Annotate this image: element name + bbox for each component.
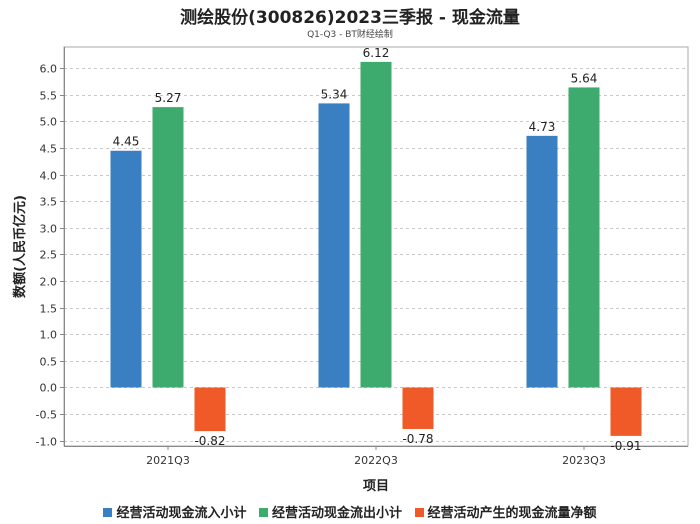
y-tick-label: 1.5 <box>40 303 58 316</box>
x-tick-label: 2023Q3 <box>562 454 606 467</box>
y-tick-label: 0.0 <box>40 382 58 395</box>
chart-title: 测绘股份(300826)2023三季报 - 现金流量 <box>180 8 520 28</box>
bar <box>194 387 226 432</box>
bar <box>360 61 392 388</box>
y-tick-label: -0.5 <box>36 409 57 422</box>
y-tick-label: 5.5 <box>40 90 58 103</box>
y-tick-label: 6.0 <box>40 63 58 76</box>
y-tick-label: 3.0 <box>40 223 58 236</box>
x-tick-label: 2021Q3 <box>146 454 190 467</box>
legend-swatch-outflow <box>258 508 268 517</box>
data-label: 5.27 <box>155 91 182 105</box>
legend-swatch-net <box>414 508 424 517</box>
bar <box>110 150 142 388</box>
bar <box>152 107 184 388</box>
bar <box>568 87 600 388</box>
legend-item-outflow[interactable]: 经营活动现金流出小计 <box>258 502 402 521</box>
legend-label-outflow: 经营活动现金流出小计 <box>271 506 402 521</box>
y-tick-label: 2.0 <box>40 276 58 289</box>
data-label: 5.34 <box>321 87 348 101</box>
data-label: -0.91 <box>610 439 641 453</box>
y-tick-label: -1.0 <box>36 436 57 449</box>
data-label: 4.73 <box>529 120 556 134</box>
legend-item-net[interactable]: 经营活动产生的现金流量净额 <box>414 502 597 521</box>
legend: 经营活动现金流入小计 经营活动现金流出小计 经营活动产生的现金流量净额 <box>0 502 700 521</box>
legend-label-inflow: 经营活动现金流入小计 <box>116 506 247 521</box>
data-label: 6.12 <box>363 46 390 60</box>
chart-subtitle: Q1-Q3 - BT财经绘制 <box>307 30 393 40</box>
bar <box>526 135 558 388</box>
bar <box>318 103 350 388</box>
legend-label-net: 经营活动产生的现金流量净额 <box>427 506 597 521</box>
y-tick-label: 2.5 <box>40 249 58 262</box>
y-tick-label: 4.0 <box>40 170 58 183</box>
x-axis-title: 项目 <box>363 479 389 494</box>
data-label: -0.78 <box>402 432 433 446</box>
y-tick-label: 3.5 <box>40 196 58 209</box>
legend-swatch-inflow <box>103 508 113 517</box>
y-tick-label: 0.5 <box>40 356 58 369</box>
y-axis-title: 数额(人民币亿元) <box>12 195 28 298</box>
y-tick-label: 1.0 <box>40 329 58 342</box>
y-tick-label: 4.5 <box>40 143 58 156</box>
data-label: 4.45 <box>113 135 140 149</box>
x-tick-label: 2022Q3 <box>354 454 398 467</box>
legend-item-inflow[interactable]: 经营活动现金流入小计 <box>103 502 246 521</box>
data-label: 5.64 <box>571 71 598 85</box>
bar <box>402 387 434 429</box>
y-tick-label: 5.0 <box>40 116 58 129</box>
bar <box>610 387 642 436</box>
data-label: -0.82 <box>194 434 225 448</box>
